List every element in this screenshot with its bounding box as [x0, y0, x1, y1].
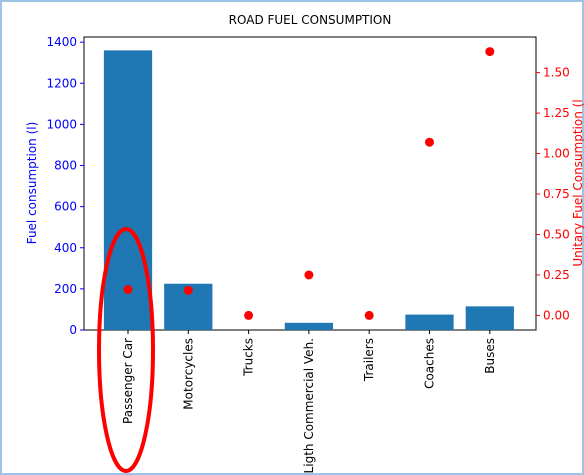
y-tick-label: 1000 [46, 117, 77, 131]
y-tick-label: 200 [54, 282, 77, 296]
bar [465, 306, 514, 330]
y2-tick-label: 0.75 [543, 187, 570, 201]
point [364, 310, 374, 320]
point [244, 310, 254, 320]
y-tick-label: 1200 [46, 76, 77, 90]
y2-tick-label: 1.00 [543, 147, 570, 161]
x-tick-label: Passenger Car [121, 338, 135, 424]
x-tick-label: Motorcycles [181, 338, 195, 410]
y2-tick-label: 0.50 [543, 227, 570, 241]
x-tick-label: Buses [483, 338, 497, 374]
y-tick-label: 0 [69, 323, 77, 337]
y2-tick-label: 1.50 [543, 66, 570, 80]
bar [103, 50, 153, 330]
point [485, 47, 495, 57]
y-tick-label: 600 [54, 200, 77, 214]
chart-title: ROAD FUEL CONSUMPTION [229, 13, 392, 27]
x-tick-label: Trailers [362, 338, 376, 382]
y-axis-label: Fuel consumption (l) [25, 122, 39, 245]
point [425, 137, 434, 147]
y2-tick-label: 0.25 [543, 268, 570, 282]
bar [284, 322, 334, 330]
y2-axis-label: Unitary Fuel Consumption (l [571, 99, 584, 266]
point [123, 285, 133, 295]
x-tick-label: Ligth Commercial Veh. [302, 338, 316, 473]
point [304, 270, 314, 280]
point [183, 285, 193, 295]
y-tick-label: 1400 [46, 35, 77, 49]
y-tick-label: 800 [54, 159, 77, 173]
bar [405, 314, 454, 330]
y2-tick-label: 1.25 [543, 106, 570, 120]
y-tick-label: 400 [54, 241, 77, 255]
y2-tick-label: 0.00 [543, 308, 570, 322]
x-tick-label: Trucks [242, 338, 256, 377]
x-tick-label: Coaches [423, 338, 437, 389]
highlight-ellipse [97, 227, 155, 473]
